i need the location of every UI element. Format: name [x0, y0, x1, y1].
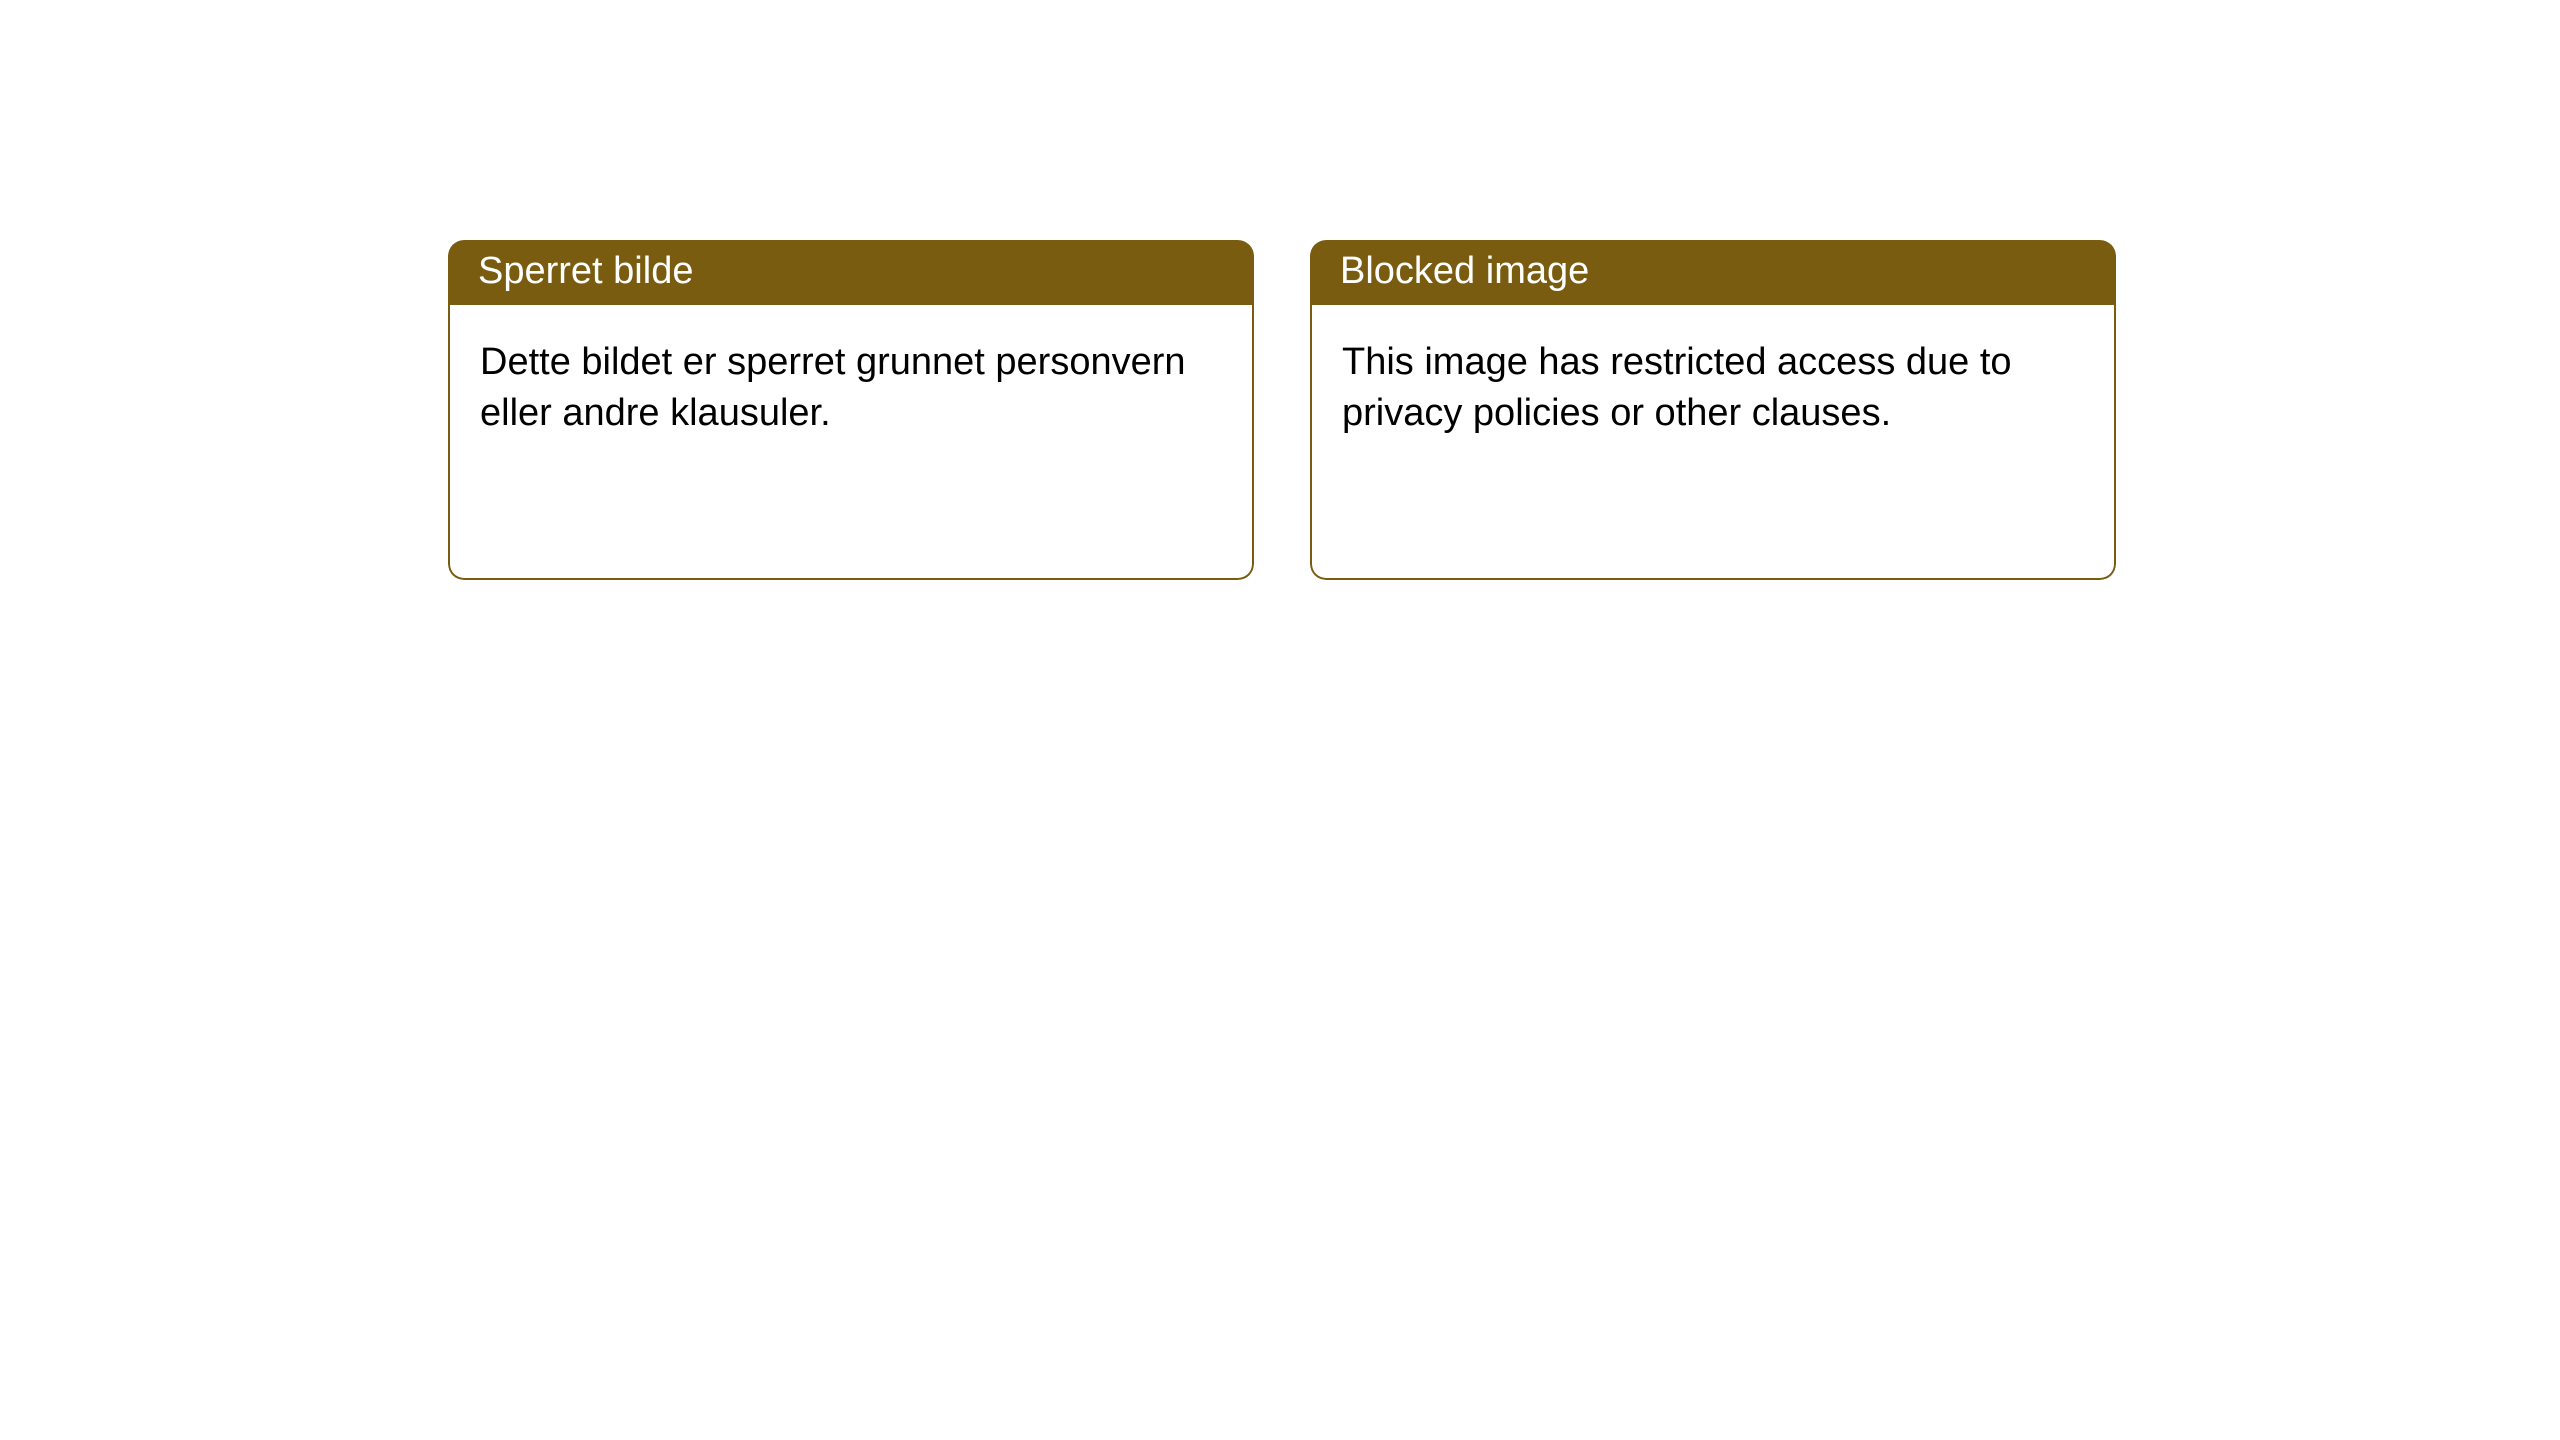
notice-container: Sperret bilde Dette bildet er sperret gr… — [0, 0, 2560, 580]
notice-card-norwegian: Sperret bilde Dette bildet er sperret gr… — [448, 240, 1254, 580]
notice-card-english: Blocked image This image has restricted … — [1310, 240, 2116, 580]
notice-card-header: Blocked image — [1310, 240, 2116, 305]
notice-card-body: Dette bildet er sperret grunnet personve… — [448, 305, 1254, 580]
notice-card-body: This image has restricted access due to … — [1310, 305, 2116, 580]
notice-card-header: Sperret bilde — [448, 240, 1254, 305]
